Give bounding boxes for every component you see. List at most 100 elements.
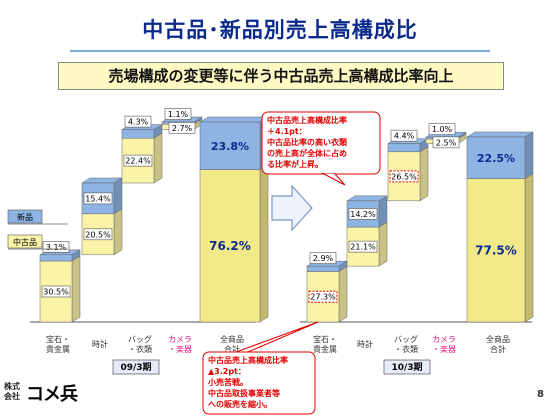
label-used-0-4: 76.2% [209,239,251,253]
label-used-0-1: 20.5% [85,230,111,239]
title-underline [70,50,490,52]
period-box-0 [112,359,160,375]
logo-small-text: 株式会社 [4,382,20,401]
label-used-0-3: 2.7% [172,124,193,133]
category-label-0-0-b: 貴金属 [46,344,70,354]
period-label-0: 09/3期 [120,361,151,373]
label-new-0-4: 23.8% [211,140,249,153]
bar-new-1-4-side [524,131,534,180]
bar-used-0-4-side [259,164,269,323]
bar-used-0-4-front [199,169,261,323]
category-label-0-4-b: 合計 [224,344,240,354]
bar-new-0-2-front [121,129,155,139]
label-new-0-2-box [124,115,152,128]
label-new-0-0: 3.1% [46,243,67,252]
label-used-1-1-box [348,240,378,253]
label-new-0-0-box [42,241,70,253]
bar-new-0-4-front [199,121,261,170]
label-new-0-3: 1.1% [168,110,189,119]
logo-main-text: コメ兵 [26,384,78,405]
legend-swatch-new [7,209,43,224]
bar-used-1-4-front [466,178,526,323]
label-used-1-0-box [308,290,338,303]
label-new-1-1-box [348,208,378,220]
category-label-0-4-a: 全商品 [220,334,244,344]
bar-new-1-4-top [466,131,534,138]
label-new-0-1: 15.4% [85,194,111,203]
bar-new-1-2-front [387,143,421,153]
category-label-0-2-b: ・衣類 [128,344,152,354]
callout-bottom-line-0: 中古品売上高構成比率 [208,355,288,365]
bar-used-1-2-side [419,146,429,202]
category-label-1-1: 時計 [357,339,373,349]
bar-new-0-1-side [113,177,123,215]
label-used-1-3: 2.5% [436,138,457,147]
category-label-0-3-a: カメラ [168,335,192,344]
category-label-0-0-a: 宝石・ [46,334,70,344]
legend-swatch-used [7,234,43,249]
bar-new-1-1-side [378,195,388,228]
bar-new-0-0-front [39,254,73,262]
label-used-0-1-box [83,228,113,241]
category-label-1-0-b: 貴金属 [313,344,337,354]
category-label-1-2-b: ・衣類 [394,344,418,354]
arrow-icon [271,184,313,232]
bar-new-1-0-front [306,265,340,272]
label-used-1-3-box [432,136,460,149]
label-used-0-2: 22.4% [125,157,151,166]
category-label-1-3-a: カメラ [432,335,456,344]
page-title: 中古品･新品別売上高構成比 [142,18,418,42]
period-box-1 [383,359,431,375]
callout-bottom-line-4: への販売を縮小。 [208,399,272,409]
label-new-0-1-box [83,192,113,205]
label-new-1-4: 22.5% [477,152,515,165]
label-used-0-2-box [123,154,153,167]
label-new-1-3: 1.0% [432,125,453,134]
category-label-1-4-a: 全商品 [486,334,510,344]
callout-bottom-tail [235,321,319,353]
label-new-1-1: 14.2% [350,210,376,219]
label-new-1-2-box [390,129,418,142]
bar-used-1-1-side [378,221,388,267]
bar-used-0-4 [199,164,269,323]
category-label-1-0-a: 宝石・ [313,334,337,344]
category-label-1-2-a: バッグ [394,334,418,344]
label-used-1-0: 27.3% [310,293,336,302]
label-used-0-0: 30.5% [43,288,69,297]
callout-bottom-inner [204,353,314,413]
label-used-0-3-box [168,122,196,134]
label-used-1-4: 77.5% [475,243,517,257]
label-new-0-3-box [164,108,192,120]
category-label-0-1: 時計 [92,339,108,349]
bar-new-0-4-top [199,116,269,123]
callout-top-line-0: 中古品売上高構成比率 [267,115,347,125]
bar-used-0-0-side [71,255,81,323]
callout-top-line-3: の売上高が全体に占め [267,148,347,158]
category-label-1-3-b: ・楽器 [432,344,456,354]
callout-top-line-1: ＋4.1pt： [267,127,307,136]
callout-top-inner [263,113,379,173]
label-new-1-0-box [309,252,337,264]
callout-bottom-line-2: 小売苦戦。 [207,377,248,387]
callout-top: 中古品売上高構成比率 ＋4.1pt：中古品比率の高い衣類の売上高が全体に占める比率… [261,111,381,186]
label-new-1-0: 2.9% [313,254,334,263]
label-used-1-2: 26.5% [391,172,417,181]
category-label-0-2-a: バッグ [128,334,152,344]
label-used-0-0-box [41,285,71,298]
bar-new-1-4-front [466,136,526,179]
callout-top-tail [321,172,346,186]
legend-label-used: 中古品 [13,237,37,247]
callout-bottom-line-3: 中古品取扱事業者等 [208,388,280,398]
callout-bottom-line-1: ▲3.2pt： [208,367,246,376]
subtitle-box: 売場構成の変更等に伴う中古品売上高構成比率向上 [58,62,504,90]
label-used-1-1: 21.1% [350,243,376,252]
bar-new-1-4 [466,131,534,180]
bar-used-1-4 [466,173,534,323]
category-label-1-4-b: 合計 [490,344,506,354]
page-number: 8 [537,389,544,400]
bar-used-0-2-side [153,132,163,184]
legend-label-new: 新品 [17,212,33,222]
